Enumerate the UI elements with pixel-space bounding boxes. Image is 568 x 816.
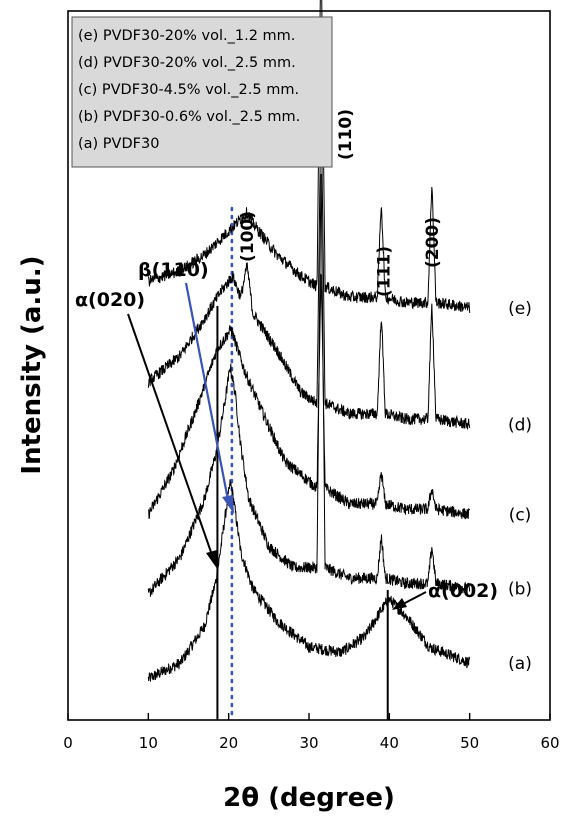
x-axis-title: 2θ (degree) (223, 783, 395, 813)
peak-label: (111) (375, 246, 395, 297)
alpha-002-arrow-line (402, 591, 427, 605)
peak-label: (100) (238, 211, 258, 262)
series-a-label: (a) (508, 654, 532, 674)
series-e-trace (147, 0, 471, 313)
beta-110-arrowhead (222, 495, 234, 514)
x-tick-label: 30 (299, 734, 318, 752)
peak-label: (110) (336, 109, 356, 160)
beta-110-label: β(110) (138, 259, 209, 281)
x-tick-label: 50 (460, 734, 479, 752)
series-c-label: (c) (509, 506, 532, 526)
alpha-020-arrowhead (206, 550, 218, 570)
series-b-label: (b) (508, 580, 532, 600)
beta-110-arrow-line (184, 282, 230, 501)
legend-entry-c: (c) PVDF30-4.5% vol._2.5 mm. (78, 82, 299, 98)
alpha-002-label: α(002) (428, 580, 498, 602)
series-d-label: (d) (508, 415, 532, 435)
y-axis-title: Intensity (a.u.) (17, 255, 47, 474)
legend-box (71, 16, 333, 168)
alpha-020-label: α(020) (75, 289, 145, 311)
x-tick-label: 0 (63, 734, 73, 752)
alpha-002-arrowhead (392, 598, 407, 610)
x-tick-label: 20 (219, 734, 238, 752)
reference-lines (216, 206, 389, 722)
peak-labels: (100) (110) (111) (200) (238, 109, 443, 297)
legend-entry-e: (e) PVDF30-20% vol._1.2 mm. (78, 28, 295, 44)
series-d-trace (147, 103, 471, 430)
series-a-trace (147, 479, 471, 682)
legend-entry-a: (a) PVDF30 (78, 136, 159, 152)
annotations: β(110) α(020) α(002) (75, 259, 498, 610)
series-layer (147, 0, 471, 682)
x-tick-label: 10 (139, 734, 158, 752)
peak-label: (200) (423, 217, 443, 268)
legend-entry-b: (b) PVDF30-0.6% vol._2.5 mm. (78, 109, 300, 125)
series-b-trace (147, 173, 471, 597)
alpha-020-arrow-line (127, 313, 213, 556)
series-labels: (a) (b) (c) (d) (e) (508, 299, 532, 674)
x-tick-label: 40 (380, 734, 399, 752)
x-axis-ticks: 0 10 20 30 40 50 60 (63, 713, 560, 752)
legend-entry-d: (d) PVDF30-20% vol._2.5 mm. (78, 55, 296, 71)
legend: (e) PVDF30-20% vol._1.2 mm. (d) PVDF30-2… (71, 16, 333, 168)
series-e-label: (e) (508, 299, 532, 319)
series-c-trace (148, 273, 471, 520)
x-tick-label: 60 (540, 734, 559, 752)
